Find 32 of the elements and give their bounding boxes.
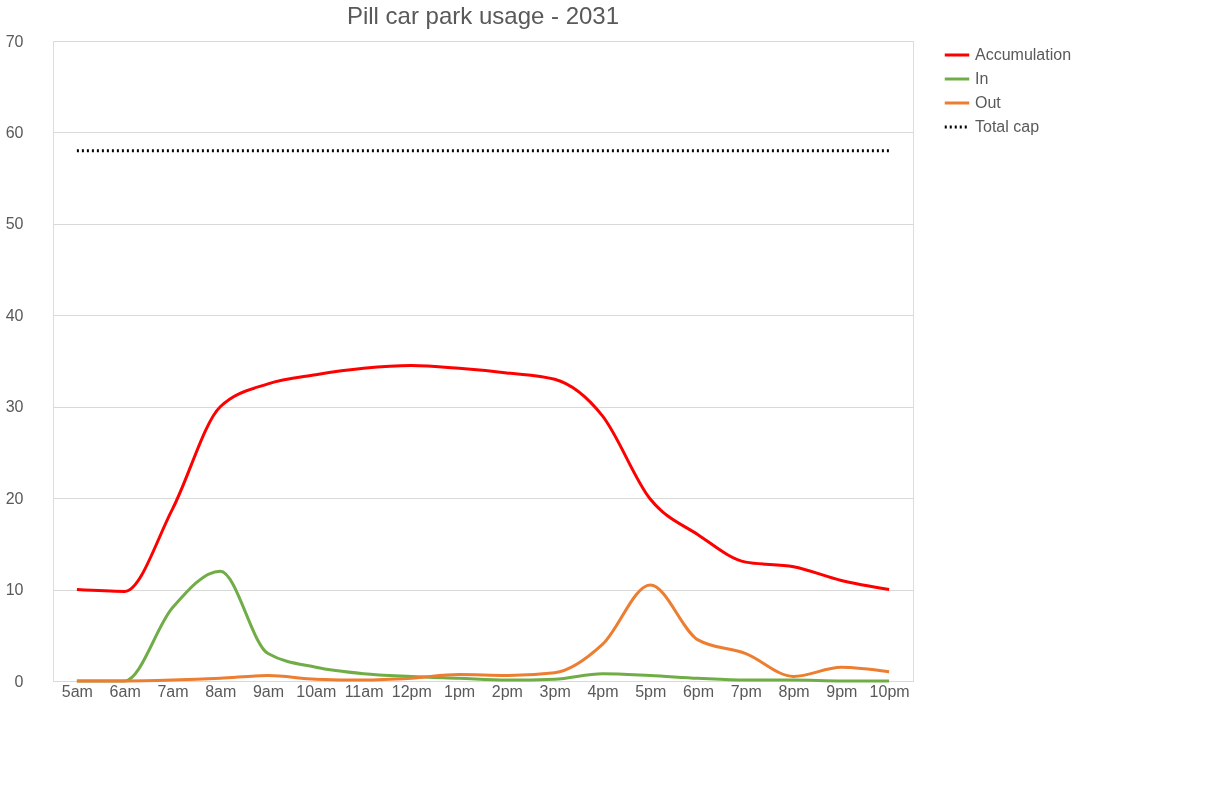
y-tick-label: 50 <box>5 215 24 233</box>
x-tick-label: 5am <box>61 682 93 700</box>
x-tick-label: 9pm <box>826 682 858 700</box>
x-tick-label: 6am <box>109 682 141 700</box>
legend-label: Accumulation <box>975 46 1072 63</box>
x-tick-label: 5pm <box>635 682 667 700</box>
legend-label: Out <box>975 94 1002 111</box>
y-tick-label: 70 <box>5 32 24 50</box>
x-tick-label: 6pm <box>682 682 715 700</box>
y-tick-label: 0 <box>14 672 24 690</box>
x-tick-label: 11am <box>344 682 384 700</box>
y-tick-label: 10 <box>5 581 24 599</box>
line-series <box>75 364 891 593</box>
x-tick-label: 4pm <box>587 682 619 700</box>
y-tick-label: 20 <box>5 489 24 507</box>
x-tick-label: 2pm <box>491 682 523 700</box>
x-tick-label: 8pm <box>778 682 810 700</box>
legend-label: In <box>975 70 989 87</box>
x-tick-label: 7pm <box>730 682 762 700</box>
x-tick-label: 10pm <box>869 682 910 700</box>
x-tick-label: 10am <box>296 682 337 700</box>
y-tick-label: 40 <box>5 306 24 324</box>
x-tick-label: 12pm <box>391 682 432 700</box>
x-tick-label: 9am <box>252 682 285 700</box>
x-tick-label: 8am <box>205 682 237 700</box>
legend-label: Total cap <box>975 118 1040 135</box>
x-tick-label: 3pm <box>539 682 571 700</box>
y-tick-label: 30 <box>5 398 24 416</box>
y-tick-label: 60 <box>5 123 24 141</box>
x-tick-label: 7am <box>157 682 189 700</box>
chart-title: Pill car park usage - 2031 <box>346 2 620 29</box>
x-tick-label: 1pm <box>444 682 476 700</box>
